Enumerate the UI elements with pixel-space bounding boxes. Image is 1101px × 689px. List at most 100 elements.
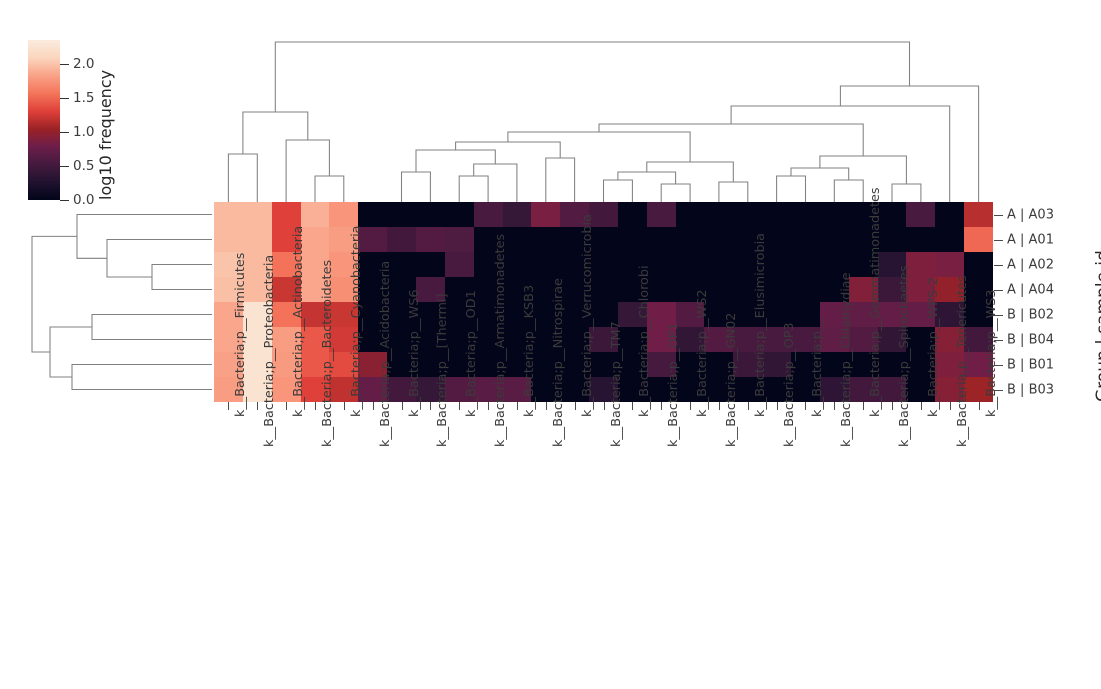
column-tick-label: k__Bacteria;p__Bacteroidetes: [319, 259, 335, 447]
row-tick: [994, 339, 1003, 341]
heatmap-cell: [675, 277, 705, 302]
heatmap-cell: [762, 227, 792, 252]
heatmap-cell: [300, 252, 330, 277]
heatmap-cell: [502, 202, 532, 227]
heatmap-cell: [675, 302, 705, 327]
row-dendrogram-svg: [31, 213, 212, 391]
heatmap-cell: [617, 227, 647, 252]
heatmap-cell: [617, 352, 647, 377]
column-tick: [545, 402, 547, 410]
heatmap-cell: [531, 327, 561, 352]
heatmap-cell: [589, 252, 618, 277]
heatmap-cell: [964, 277, 993, 302]
heatmap-cell: [242, 302, 272, 327]
heatmap-cell: [935, 327, 965, 352]
heatmap-cell: [646, 352, 676, 377]
heatmap-cell: [444, 302, 474, 327]
heatmap-cell: [502, 327, 532, 352]
column-tick-label: k__Bacteria;p__OP1: [666, 322, 682, 447]
heatmap-cell: [819, 327, 849, 352]
heatmap-cell: [560, 327, 590, 352]
heatmap-cell: [589, 302, 618, 327]
heatmap-cell: [531, 202, 561, 227]
heatmap-cell: [444, 377, 474, 402]
heatmap-cell: [617, 377, 647, 402]
heatmap-cell: [358, 377, 388, 402]
heatmap-cell: [415, 227, 445, 252]
heatmap-cell: [906, 352, 936, 377]
heatmap-cell: [358, 302, 388, 327]
heatmap-cell: [704, 202, 734, 227]
heatmap-cell: [358, 227, 388, 252]
heatmap-cell: [214, 277, 243, 302]
heatmap-cell: [704, 277, 734, 302]
heatmap-cell: [329, 327, 359, 352]
column-tick: [892, 402, 894, 410]
column-tick-label: k__Bacteria;p__[Thermi]: [435, 293, 451, 448]
heatmap-cell: [675, 327, 705, 352]
heatmap-cell: [300, 277, 330, 302]
heatmap-cell: [964, 327, 993, 352]
heatmap-cell: [444, 352, 474, 377]
colorbar-gradient: [28, 40, 60, 200]
row-tick: [994, 239, 1003, 241]
heatmap-cell: [733, 227, 763, 252]
heatmap-cell: [387, 327, 416, 352]
heatmap-cell: [935, 202, 965, 227]
column-tick-label: k__Bacteria;p__Tenericutes: [954, 275, 970, 447]
heatmap-cell: [819, 377, 849, 402]
heatmap-cell: [502, 252, 532, 277]
row-tick-label: B | B03: [1007, 382, 1055, 397]
column-tick: [834, 402, 836, 410]
heatmap-cell: [733, 202, 763, 227]
row-tick-label: A | A04: [1007, 282, 1054, 297]
heatmap-cell: [214, 352, 243, 377]
heatmap-cell: [589, 202, 618, 227]
heatmap-cell: [387, 227, 416, 252]
heatmap-cell: [762, 252, 792, 277]
heatmap-cell: [733, 277, 763, 302]
heatmap-cell: [531, 377, 561, 402]
heatmap-cell: [964, 252, 993, 277]
heatmap-cell: [935, 302, 965, 327]
heatmap-cell: [473, 277, 503, 302]
heatmap-cell: [415, 277, 445, 302]
heatmap-cell: [935, 352, 965, 377]
heatmap-cell: [444, 252, 474, 277]
heatmap-cell: [560, 227, 590, 252]
column-tick: [228, 402, 230, 410]
colorbar-tick: [60, 131, 69, 133]
heatmap-cell: [935, 227, 965, 252]
heatmap-cell: [762, 377, 792, 402]
heatmap-cell: [791, 327, 820, 352]
column-tick: [718, 402, 720, 410]
colorbar-tick: [60, 63, 69, 65]
heatmap-cell: [329, 302, 359, 327]
heatmap-cell: [964, 302, 993, 327]
column-tick: [257, 402, 259, 410]
row-tick: [994, 364, 1003, 366]
heatmap-cell: [560, 302, 590, 327]
heatmap-cell: [704, 377, 734, 402]
heatmap-cell: [300, 202, 330, 227]
column-tick-label: k__Bacteria;p__Actinobacteria: [291, 225, 307, 417]
heatmap-cell: [704, 352, 734, 377]
heatmap-cell: [387, 352, 416, 377]
heatmap-cell: [473, 352, 503, 377]
column-tick-label: k__Bacteria;p__Firmicutes: [233, 252, 249, 417]
heatmap-cell: [502, 377, 532, 402]
heatmap-cell: [964, 352, 993, 377]
heatmap-cell: [531, 252, 561, 277]
heatmap-cell: [415, 202, 445, 227]
heatmap-cell: [646, 327, 676, 352]
heatmap-cell: [560, 277, 590, 302]
heatmap-cell: [964, 377, 993, 402]
heatmap-cell: [848, 252, 878, 277]
heatmap-cell: [271, 227, 301, 252]
heatmap-cell: [646, 252, 676, 277]
heatmap-cell: [617, 277, 647, 302]
heatmap-cell: [444, 327, 474, 352]
row-dendrogram-links: [31, 213, 212, 391]
column-tick-label: k__Bacteria;p__GN02: [723, 312, 739, 447]
